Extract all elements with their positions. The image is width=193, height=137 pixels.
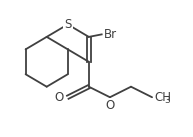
Text: CH: CH	[154, 91, 171, 104]
Text: Br: Br	[104, 28, 117, 41]
Text: 3: 3	[164, 96, 170, 105]
Text: O: O	[54, 91, 63, 104]
Text: O: O	[105, 99, 114, 112]
Text: S: S	[64, 18, 71, 31]
